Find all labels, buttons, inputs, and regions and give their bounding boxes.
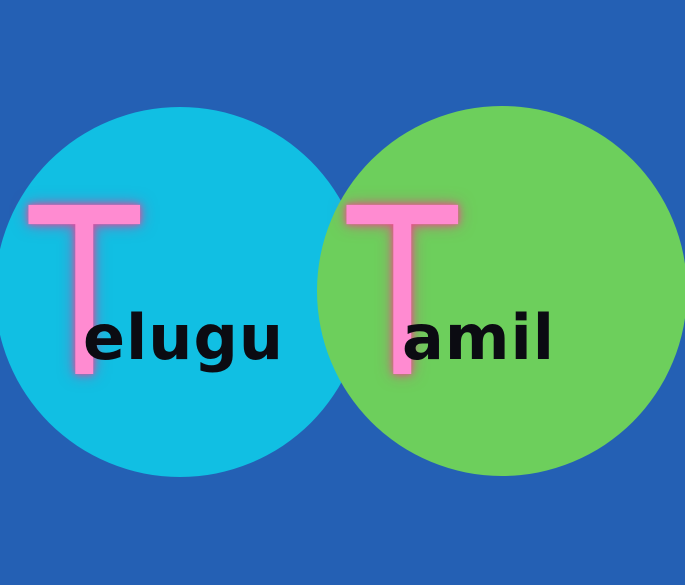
tamil-circle (317, 106, 685, 476)
telugu-initial-letter: T (29, 159, 140, 429)
tamil-word-rest: amil (402, 301, 555, 374)
telugu-word-rest: elugu (83, 301, 284, 374)
tamil-initial-letter: T (347, 159, 458, 429)
telugu-circle (0, 107, 365, 477)
